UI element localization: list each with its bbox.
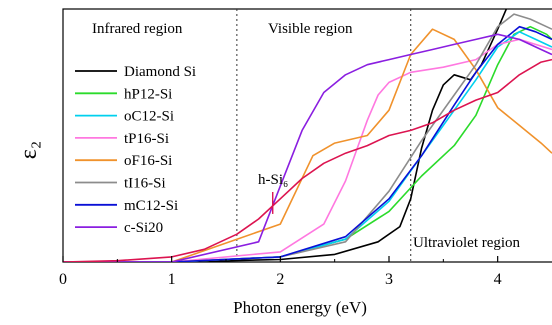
plot-frame: [62, 8, 552, 263]
x-tick-label-0: 0: [59, 271, 67, 288]
region-label-ultraviolet-region: Ultraviolet region: [413, 235, 521, 251]
region-label-infrared-region: Infrared region: [92, 21, 183, 37]
region-dividers: Infrared region Visible region Ultraviolet…: [92, 9, 521, 262]
legend-label-hp12-si: hP12-Si: [124, 86, 172, 102]
y-axis-label: ε₂: [16, 141, 42, 159]
series-line-tp16-si: [63, 38, 552, 262]
legend-label-tp16-si: tP16-Si: [124, 131, 169, 147]
plot-area: [62, 8, 552, 263]
x-axis-label: Photon energy (eV): [233, 298, 367, 317]
legend: Diamond Si hP12-Si oC12-Si tP16-Si oF16-Si tI…: [75, 64, 196, 236]
x-tick-label-4: 4: [494, 271, 502, 288]
annotation-label: h-Si₆: [258, 172, 288, 188]
x-tick-label-2: 2: [276, 271, 284, 288]
legend-label-of16-si: oF16-Si: [124, 153, 172, 169]
region-label-visible-region: Visible region: [268, 21, 353, 37]
series-line-h-si6: [63, 58, 552, 262]
legend-label-ti16-si: tI16-Si: [124, 176, 166, 192]
series-line-mc12-si: [63, 25, 552, 262]
axes: 0 1 2 3 4: [59, 256, 502, 288]
legend-label-mc12-si: mC12-Si: [124, 198, 178, 214]
annotations: h-Si₆: [258, 172, 288, 214]
legend-label-oc12-si: oC12-Si: [124, 109, 174, 125]
legend-label-diamond-si: Diamond Si: [124, 64, 196, 80]
x-tick-label-1: 1: [168, 271, 176, 288]
x-tick-label-3: 3: [385, 271, 393, 288]
legend-label-c-si20: c-Si20: [124, 220, 163, 236]
